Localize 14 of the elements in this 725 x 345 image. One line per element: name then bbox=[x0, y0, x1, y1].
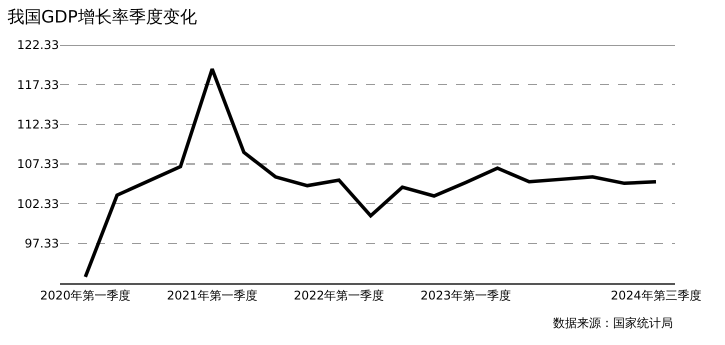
x-tick-label: 2022年第一季度 bbox=[294, 288, 384, 302]
y-tick-label: 112.33 bbox=[17, 118, 59, 132]
source-note: 数据来源：国家统计局 bbox=[553, 316, 673, 330]
x-tick-label: 2024年第三季度 bbox=[610, 288, 702, 302]
y-tick-label: 122.33 bbox=[17, 38, 59, 52]
x-tick-label: 2021年第一季度 bbox=[166, 288, 258, 302]
chart-title: 我国GDP增长率季度变化 bbox=[7, 7, 197, 28]
x-tick-label: 2020年第一季度 bbox=[40, 288, 131, 302]
y-tick-label: 97.33 bbox=[24, 236, 59, 251]
y-tick-label: 107.33 bbox=[17, 157, 59, 172]
x-tick-label: 2023年第一季度 bbox=[420, 288, 512, 302]
y-tick-label: 117.33 bbox=[17, 78, 59, 92]
line-series bbox=[84, 67, 658, 279]
y-tick-label: 102.33 bbox=[17, 196, 59, 211]
